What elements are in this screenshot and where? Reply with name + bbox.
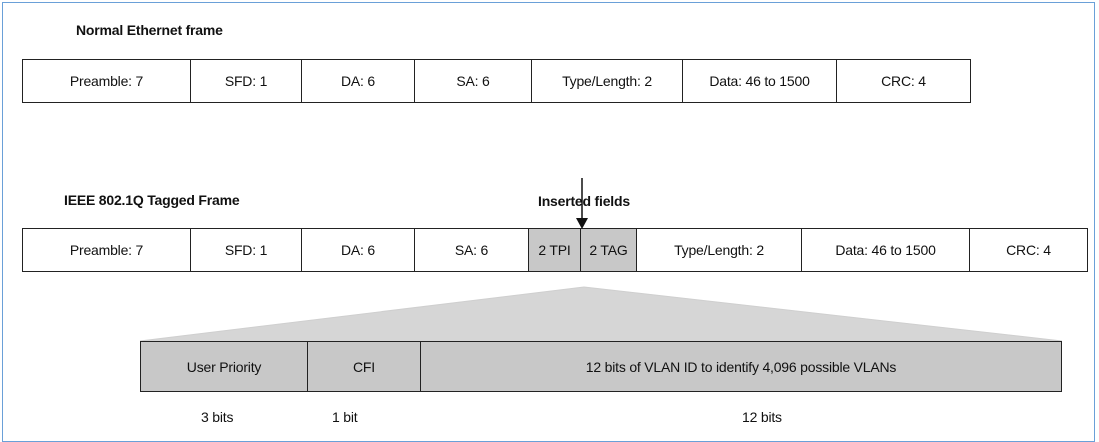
tagged-frame-title: IEEE 802.1Q Tagged Frame <box>64 192 240 208</box>
normal-frame-title: Normal Ethernet frame <box>76 22 223 38</box>
normal-frame-row: Preamble: 7 SFD: 1 DA: 6 SA: 6 Type/Leng… <box>22 59 971 103</box>
normal-field-crc: CRC: 4 <box>881 73 926 89</box>
bits-label-cfi: 1 bit <box>332 409 358 425</box>
normal-field-da: DA: 6 <box>302 60 415 102</box>
wedge-left-edge <box>139 286 585 342</box>
inserted-fields-label: Inserted fields <box>538 193 630 209</box>
expansion-wedge <box>140 287 1062 341</box>
normal-field-preamble: Preamble: 7 <box>23 60 191 102</box>
tag-field-cfi: CFI <box>308 342 421 391</box>
tag-field-user-priority: User Priority <box>141 342 308 391</box>
tagged-field-tag: 2 TAG <box>581 229 637 271</box>
bits-label-user-priority: 3 bits <box>201 409 234 425</box>
tagged-field-tpi: 2 TPI <box>529 229 581 271</box>
wedge-right-edge <box>583 286 1063 342</box>
normal-field-sa: SA: 6 <box>415 60 532 102</box>
normal-field-data: Data: 46 to 1500 <box>683 60 837 102</box>
tagged-field-type-length: Type/Length: 2 <box>637 229 802 271</box>
tagged-field-data: Data: 46 to 1500 <box>802 229 970 271</box>
inserted-fields-arrowhead <box>576 218 588 229</box>
tagged-field-da: DA: 6 <box>302 229 415 271</box>
bits-label-vlan-id: 12 bits <box>742 409 782 425</box>
tagged-field-preamble: Preamble: 7 <box>23 229 191 271</box>
tagged-field-crc: CRC: 4 <box>1006 242 1051 258</box>
tagged-field-sfd: SFD: 1 <box>191 229 302 271</box>
normal-field-sfd: SFD: 1 <box>191 60 302 102</box>
tagged-field-sa: SA: 6 <box>415 229 529 271</box>
tag-detail-row: User Priority CFI 12 bits of VLAN ID to … <box>140 341 1062 392</box>
tagged-frame-row: Preamble: 7 SFD: 1 DA: 6 SA: 6 2 TPI 2 T… <box>22 228 1088 272</box>
tag-field-vlan-id: 12 bits of VLAN ID to identify 4,096 pos… <box>421 342 1061 391</box>
normal-field-type-length: Type/Length: 2 <box>532 60 683 102</box>
